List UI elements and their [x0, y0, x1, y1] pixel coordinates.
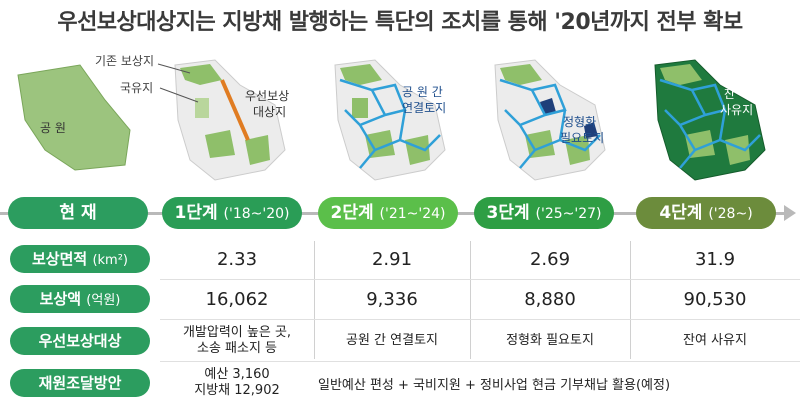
green-block [405, 135, 430, 165]
column-divider [470, 241, 471, 359]
area-current: 2.33 [216, 248, 258, 270]
map-stage4: 잔 여 사유지 [654, 59, 766, 181]
stage-2-years: ('21~'24) [379, 206, 446, 222]
green-block [205, 130, 235, 158]
area-stage4: 31.9 [694, 248, 736, 270]
amount-stage3: 8,880 [524, 288, 576, 310]
stage-1: 1단계 ('18~'20) [162, 197, 302, 229]
row-amount-label: 보상액 (억원) [10, 285, 150, 313]
connection-roads [499, 78, 601, 169]
row-target-label: 우선보상대상 [10, 327, 150, 355]
national-label: 국유지 [120, 81, 153, 95]
row-funding: 재원조달방안 예산 3,160 지방채 12,902 일반예산 편성 + 국비지… [0, 365, 800, 401]
row-area: 보상면적 (km²) 2.33 2.91 2.69 31.9 [0, 241, 800, 277]
green-block [340, 64, 382, 85]
stage-3-name: 3단계 [486, 203, 530, 223]
map-current: 공 원 [17, 64, 131, 171]
green-block [660, 64, 702, 85]
green-block [525, 130, 555, 158]
area-stage2: 2.91 [371, 248, 413, 270]
stage-4: 4단계 ('28~) [636, 197, 776, 229]
green-block [500, 64, 542, 85]
priority-label-2: 대상지 [253, 105, 286, 119]
stage-maps: 공 원 기존 보상지 국유지 우선보상 대상지 공 원 간 연결토지 정형 [17, 54, 766, 181]
timeline-arrow-icon [784, 205, 796, 221]
shape-label-1: 정형화 [563, 115, 596, 129]
map-stage3: 정형화 필요토지 [494, 59, 606, 181]
existing-compensated-area [180, 64, 222, 85]
row-funding-label: 재원조달방안 [10, 369, 150, 397]
amount-current: 16,062 [205, 288, 269, 310]
stage-1-name: 1단계 [174, 203, 218, 223]
existing-label: 기존 보상지 [95, 54, 154, 68]
stage-current-label: 현 재 [59, 203, 97, 223]
leader-line [157, 63, 191, 74]
stage-3: 3단계 ('25~'27) [474, 197, 614, 229]
leader-line [159, 87, 199, 103]
national-land-block [195, 98, 209, 118]
green-block [565, 135, 590, 165]
stage-2-name: 2단계 [330, 203, 374, 223]
row-divider [160, 361, 800, 362]
row-amount: 보상액 (억원) 16,062 9,336 8,880 90,530 [0, 281, 800, 317]
target-current: 개발압력이 높은 곳, 소송 패소지 등 [182, 325, 292, 356]
area-stage3: 2.69 [529, 248, 571, 270]
row-area-label: 보상면적 (km²) [10, 245, 150, 273]
link-label-2: 연결토지 [402, 101, 446, 115]
amount-stage2: 9,336 [366, 288, 418, 310]
stage-4-name: 4단계 [659, 203, 703, 223]
stage-2: 2단계 ('21~'24) [318, 197, 458, 229]
stage-4-years: ('28~) [708, 206, 753, 222]
stage-timeline: 현 재 1단계 ('18~'20) 2단계 ('21~'24) 3단계 ('25… [0, 197, 800, 229]
row-target: 우선보상대상 개발압력이 높은 곳, 소송 패소지 등 공원 간 연결토지 정형… [0, 323, 800, 359]
connection-roads [339, 78, 441, 169]
row-divider [160, 279, 800, 280]
map-stage2: 공 원 간 연결토지 [334, 59, 446, 181]
green-block [685, 130, 715, 158]
rest-label-1: 잔 여 [724, 87, 750, 101]
target-stage2: 공원 간 연결토지 [346, 333, 438, 348]
park-label: 공 원 [40, 121, 66, 135]
target-stage3: 정형화 필요토지 [506, 333, 594, 348]
shape-label-2: 필요토지 [560, 131, 604, 145]
connection-roads [659, 78, 761, 169]
stage-1-years: ('18~'20) [223, 206, 290, 222]
stage-current: 현 재 [8, 197, 148, 229]
amount-stage4: 90,530 [683, 288, 747, 310]
funding-current: 예산 3,160 지방채 12,902 [194, 367, 280, 398]
stage-3-years: ('25~'27) [535, 206, 602, 222]
green-block [365, 130, 395, 158]
park-shape [17, 64, 131, 171]
link-label-1: 공 원 간 [402, 85, 443, 99]
page-title: 우선보상대상지는 지방채 발행하는 특단의 조치를 통해 '20년까지 전부 확… [57, 10, 743, 35]
funding-rest: 일반예산 편성 + 국비지원 + 정비사업 현금 기부채납 활용(예정) [318, 377, 671, 393]
column-divider [314, 241, 315, 359]
green-block [352, 98, 368, 118]
row-divider [160, 319, 800, 320]
map-stage1: 기존 보상지 국유지 우선보상 대상지 [95, 54, 289, 181]
priority-label-1: 우선보상 [245, 89, 289, 103]
green-block [245, 135, 270, 165]
column-divider [630, 241, 631, 359]
target-stage4: 잔여 사유지 [683, 333, 747, 348]
shaping-land [584, 122, 598, 138]
priority-strip [220, 79, 250, 141]
rest-label-2: 사유지 [720, 103, 753, 117]
green-block [725, 135, 750, 165]
